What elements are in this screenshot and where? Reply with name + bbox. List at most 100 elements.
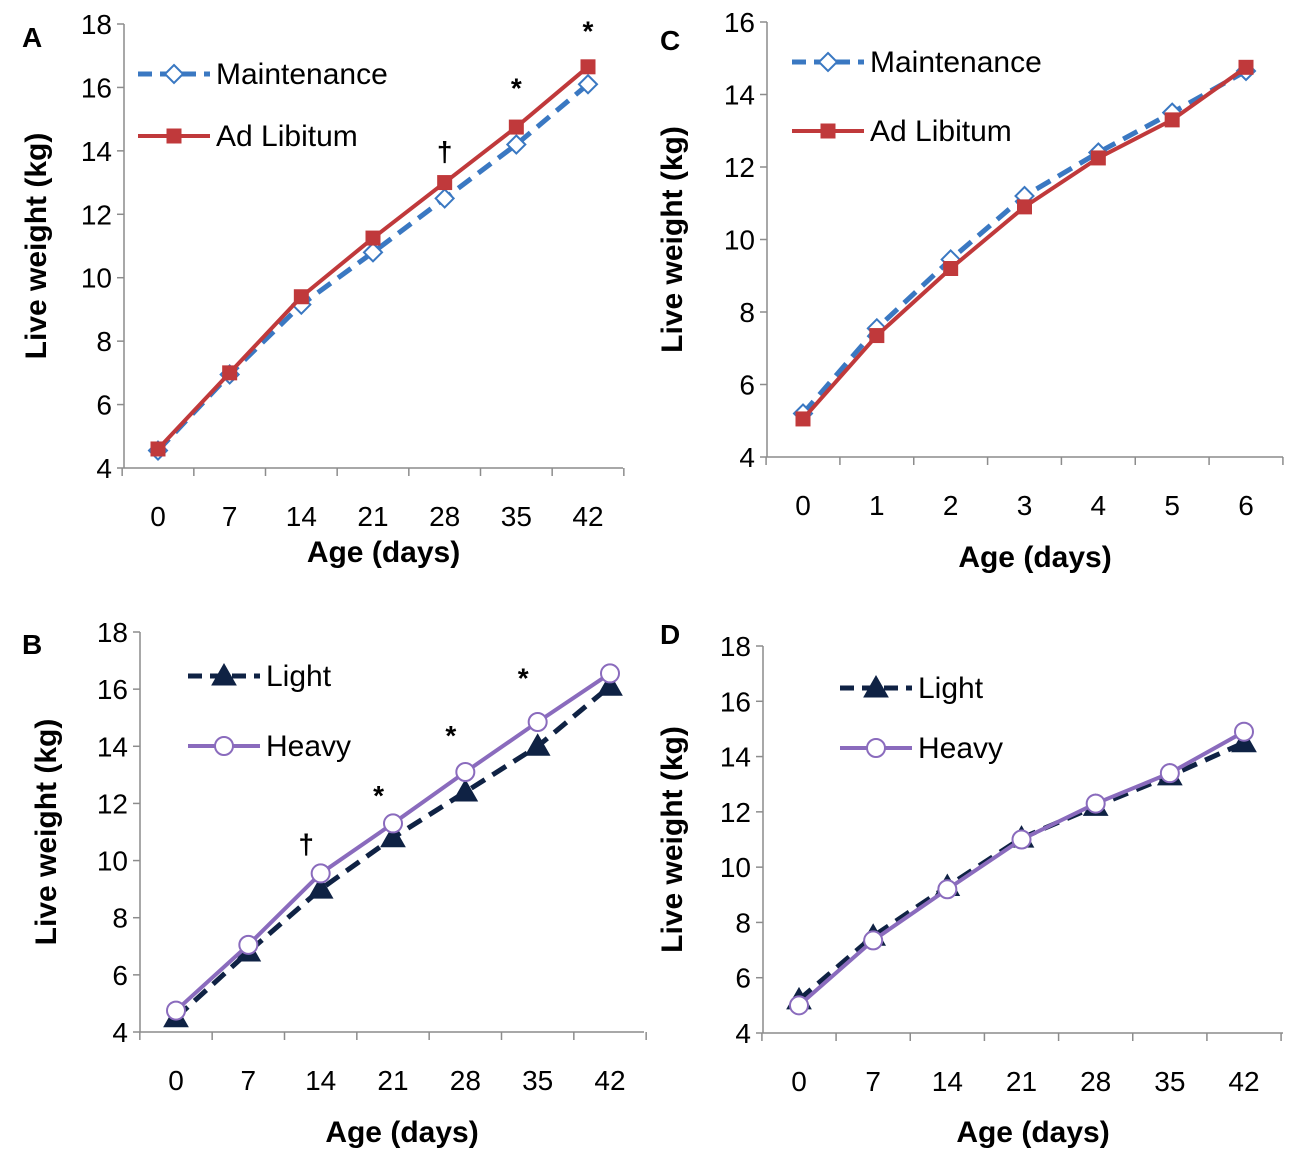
legend-entry: Light — [840, 672, 984, 705]
legend-entry: Ad Libitum — [792, 115, 1012, 148]
data-point — [524, 733, 551, 756]
data-point — [150, 441, 166, 457]
x-tick-label: 21 — [357, 501, 388, 532]
data-point — [452, 778, 479, 802]
legend-marker — [866, 738, 886, 758]
legend-marker — [214, 736, 234, 756]
y-tick-label: 4 — [112, 1017, 128, 1048]
y-axis-title: Live weight (kg) — [30, 719, 63, 946]
x-tick-label: 28 — [429, 501, 460, 532]
data-point — [1238, 59, 1254, 75]
x-tick-label: 0 — [791, 1066, 807, 1097]
legend-label: Heavy — [918, 732, 1003, 765]
y-tick-label: 6 — [735, 963, 751, 994]
legend-label: Ad Libitum — [870, 115, 1012, 148]
significance-marker: † — [298, 828, 314, 859]
y-tick-label: 8 — [735, 907, 751, 938]
legend-label: Maintenance — [216, 58, 388, 91]
data-point — [293, 289, 309, 305]
y-tick-label: 6 — [112, 960, 128, 991]
y-tick-label: 10 — [97, 846, 128, 877]
panel-letter: D — [660, 619, 680, 650]
data-point — [1085, 793, 1106, 814]
chart-panel-d: 4 6 8 10 12 14 16 18 0 7 14 21 28 35 42 Age (days) Live … — [656, 619, 1283, 1149]
x-tick-label: 42 — [594, 1065, 625, 1096]
y-tick-label: 18 — [720, 631, 751, 662]
data-point — [600, 663, 620, 684]
y-axis-title: Live weight (kg) — [656, 726, 689, 953]
x-tick-label: 28 — [1080, 1066, 1111, 1097]
x-tick-label: 5 — [1164, 490, 1180, 521]
data-point — [310, 863, 331, 884]
series-light — [786, 729, 1257, 1010]
x-axis-title: Age (days) — [958, 541, 1111, 574]
y-tick-label: 6 — [96, 390, 112, 421]
legend-marker — [163, 63, 185, 85]
data-point — [307, 876, 334, 899]
legend-label: Ad Libitum — [216, 120, 358, 153]
data-point — [380, 824, 406, 848]
x-tick-label: 0 — [168, 1065, 184, 1096]
x-axis-title: Age (days) — [956, 1116, 1109, 1149]
legend-label: Heavy — [266, 730, 351, 763]
y-tick-label: 14 — [97, 731, 128, 762]
data-point — [597, 673, 623, 696]
y-tick-label: 8 — [739, 297, 755, 328]
x-tick-label: 35 — [522, 1065, 553, 1096]
legend-label: Maintenance — [870, 46, 1042, 79]
series-light — [163, 673, 623, 1028]
legend-entry: Ad Libitum — [138, 120, 358, 153]
y-tick-label: 4 — [739, 442, 755, 473]
legend-marker — [820, 123, 836, 139]
legend-entry: Heavy — [840, 732, 1003, 765]
legend-entry: Heavy — [188, 730, 351, 763]
y-tick-label: 8 — [112, 903, 128, 934]
x-tick-label: 21 — [377, 1065, 408, 1096]
data-point — [1164, 112, 1180, 128]
y-tick-label: 10 — [724, 225, 755, 256]
x-tick-label: 14 — [286, 501, 317, 532]
data-point — [222, 365, 238, 381]
data-point — [869, 328, 885, 344]
series-heavy — [789, 721, 1254, 1016]
chart-panel-a: 4 6 8 10 12 14 16 18 0 7 14 21 28 35 42 Age (days) Live … — [20, 9, 625, 569]
y-tick-label: 18 — [81, 9, 112, 40]
y-tick-label: 18 — [97, 617, 128, 648]
data-point — [943, 261, 959, 276]
x-tick-label: 0 — [795, 490, 811, 521]
legend-marker — [166, 128, 182, 144]
y-axis-title: Live weight (kg) — [656, 126, 689, 353]
data-point — [455, 762, 476, 782]
legend-marker — [863, 674, 889, 698]
y-tick-label: 4 — [735, 1018, 751, 1049]
series-ad-libitum — [150, 59, 596, 457]
x-tick-label: 0 — [150, 501, 166, 532]
y-tick-label: 14 — [724, 80, 755, 111]
x-tick-label: 28 — [450, 1065, 481, 1096]
y-tick-label: 16 — [97, 674, 128, 705]
y-tick-label: 4 — [96, 453, 112, 484]
data-point — [577, 73, 599, 95]
data-point — [434, 188, 456, 209]
legend-marker — [211, 662, 237, 686]
x-tick-label: 21 — [1006, 1066, 1037, 1097]
data-point — [238, 934, 259, 955]
significance-marker: * — [518, 663, 529, 694]
x-axis-title: Age (days) — [307, 536, 460, 569]
legend-entry: Light — [188, 660, 332, 693]
y-tick-label: 8 — [96, 326, 112, 357]
chart-panel-b: 4 6 8 10 12 14 16 18 0 7 14 21 28 35 42 Age (days) Live … — [22, 617, 647, 1149]
x-tick-label: 42 — [572, 501, 603, 532]
data-point — [1017, 199, 1032, 215]
y-axis-title: Live weight (kg) — [20, 133, 53, 360]
data-point — [789, 995, 809, 1016]
data-point — [863, 930, 884, 951]
y-tick-label: 10 — [81, 263, 112, 294]
legend-label: Light — [918, 672, 984, 705]
significance-marker: † — [437, 136, 453, 167]
data-point — [437, 175, 453, 191]
legend-entry: Maintenance — [138, 58, 388, 91]
legend-label: Light — [266, 660, 332, 693]
y-tick-label: 16 — [720, 686, 751, 717]
